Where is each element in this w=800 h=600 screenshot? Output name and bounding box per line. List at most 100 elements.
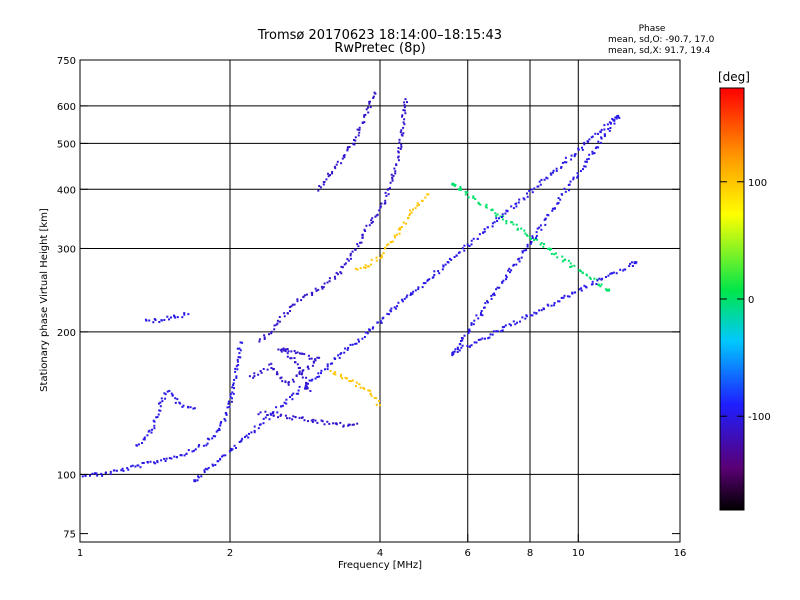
echo-point xyxy=(417,288,420,291)
echo-point xyxy=(170,457,173,460)
echo-point xyxy=(197,445,200,448)
echo-point xyxy=(551,207,554,210)
echo-point xyxy=(358,131,361,134)
echo-point xyxy=(522,197,525,200)
echo-point xyxy=(369,392,372,395)
echo-point xyxy=(363,387,366,390)
echo-point xyxy=(550,173,553,176)
echo-point xyxy=(481,337,484,340)
echo-point xyxy=(535,234,538,237)
echo-point xyxy=(569,262,572,265)
echo-point xyxy=(397,147,400,149)
echo-point xyxy=(293,303,296,306)
echo-point xyxy=(397,155,400,158)
echo-point xyxy=(280,413,283,416)
echo-point xyxy=(491,293,494,296)
echo-point xyxy=(354,139,357,142)
echo-point xyxy=(493,292,496,295)
x-tick-label: 1 xyxy=(77,548,83,559)
echo-point xyxy=(297,367,300,369)
echo-point xyxy=(194,448,197,451)
echo-point xyxy=(547,214,550,217)
echo-point xyxy=(450,258,453,261)
echo-point xyxy=(253,429,256,432)
echo-point xyxy=(555,167,558,170)
echo-point xyxy=(262,417,265,420)
echo-point xyxy=(359,267,362,270)
echo-point xyxy=(235,365,238,368)
echo-point xyxy=(229,393,232,396)
echo-point xyxy=(236,360,239,363)
echo-point xyxy=(95,472,98,475)
echo-point xyxy=(372,97,375,99)
echo-point xyxy=(253,372,256,375)
echo-point xyxy=(259,370,262,372)
echo-point xyxy=(329,174,331,177)
echo-point xyxy=(135,444,138,447)
echo-point xyxy=(339,271,342,274)
echo-point xyxy=(400,226,403,228)
echo-point xyxy=(165,457,168,460)
echo-point xyxy=(600,136,603,139)
echo-point xyxy=(288,306,291,309)
echo-point xyxy=(153,461,155,464)
echo-point xyxy=(608,129,611,132)
x-tick-label: 16 xyxy=(674,548,687,559)
echo-point xyxy=(453,256,456,258)
echo-point xyxy=(314,358,317,361)
echo-point xyxy=(556,256,559,259)
echo-point xyxy=(158,402,160,405)
echo-point xyxy=(495,214,498,217)
echo-point xyxy=(579,170,582,172)
echo-point xyxy=(563,187,566,190)
echo-point xyxy=(272,414,275,417)
echo-point xyxy=(376,321,379,324)
echo-point xyxy=(399,147,402,150)
echo-point xyxy=(457,251,460,254)
echo-point xyxy=(546,303,549,306)
echo-point xyxy=(498,286,501,289)
echo-point xyxy=(153,420,156,423)
echo-point xyxy=(214,464,217,466)
echo-point xyxy=(597,140,600,143)
echo-point xyxy=(472,323,475,326)
echo-point xyxy=(284,380,287,383)
echo-point xyxy=(591,150,594,153)
echo-point xyxy=(371,220,374,223)
echo-point xyxy=(427,193,430,196)
echo-point xyxy=(511,221,514,224)
echo-point xyxy=(339,375,342,378)
echo-point xyxy=(463,244,466,247)
echo-point xyxy=(276,371,279,374)
echo-point xyxy=(477,317,480,320)
echo-point xyxy=(127,468,130,471)
echo-point xyxy=(368,102,371,105)
echo-point xyxy=(580,289,583,292)
echo-point xyxy=(412,290,415,293)
echo-point xyxy=(258,340,261,343)
echo-point xyxy=(577,148,580,151)
echo-point xyxy=(401,298,403,301)
colorbar-tick-label: -100 xyxy=(748,412,771,423)
echo-point xyxy=(144,318,147,321)
echo-point xyxy=(399,228,402,231)
echo-point xyxy=(279,349,282,352)
echo-point xyxy=(277,416,279,419)
echo-point xyxy=(260,371,263,374)
echo-point xyxy=(189,406,192,409)
echo-point xyxy=(491,225,494,228)
echo-point xyxy=(426,193,429,196)
echo-point xyxy=(396,305,398,308)
echo-point xyxy=(348,380,351,382)
echo-point xyxy=(303,419,306,422)
echo-point xyxy=(622,269,625,272)
echo-point xyxy=(518,260,521,263)
echo-point xyxy=(394,172,397,175)
echo-point xyxy=(343,263,346,266)
echo-point xyxy=(191,450,194,453)
echo-point xyxy=(492,330,495,333)
echo-point xyxy=(517,227,519,230)
echo-point xyxy=(250,431,253,434)
echo-point xyxy=(307,354,310,357)
echo-point xyxy=(341,157,344,160)
